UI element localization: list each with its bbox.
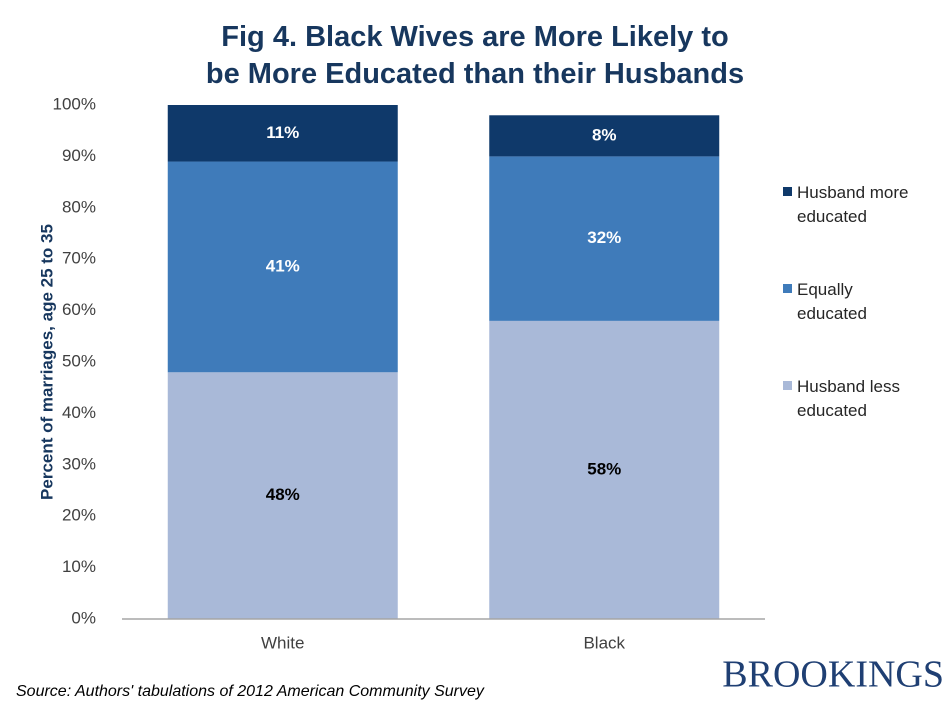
- chart-title: Fig 4. Black Wives are More Likely to be …: [206, 21, 744, 90]
- y-tick-label: 20%: [62, 506, 96, 525]
- legend-swatch: [783, 187, 792, 196]
- y-tick-label: 50%: [62, 351, 96, 370]
- data-label: 8%: [592, 125, 617, 144]
- y-tick-label: 100%: [53, 94, 96, 113]
- data-label: 41%: [266, 256, 300, 275]
- legend-label: Husband less educated: [797, 377, 901, 420]
- source-note: Source: Authors' tabulations of 2012 Ame…: [16, 683, 485, 700]
- logo: BROOKINGS: [722, 654, 944, 696]
- bar-segment: [489, 320, 720, 619]
- y-tick-label: 0%: [71, 608, 96, 627]
- legend-label: Husband more educated: [797, 183, 909, 226]
- y-tick-label: 80%: [62, 197, 96, 216]
- y-axis-label: Percent of marriages, age 25 to 35: [37, 224, 56, 500]
- x-tick-label: White: [261, 633, 304, 652]
- y-tick-label: 10%: [62, 557, 96, 576]
- legend-swatch: [783, 284, 792, 293]
- bar-segment: [489, 115, 720, 157]
- bar-segment: [489, 156, 720, 321]
- bar-segment: [167, 105, 398, 162]
- data-label: 32%: [587, 228, 621, 247]
- y-tick-label: 90%: [62, 146, 96, 165]
- legend-label: Equally educated: [797, 280, 867, 323]
- x-tick-label: Black: [583, 633, 625, 652]
- y-tick-label: 70%: [62, 249, 96, 268]
- y-tick-label: 60%: [62, 300, 96, 319]
- data-label: 48%: [266, 485, 300, 504]
- data-label: 11%: [266, 123, 299, 142]
- data-label: 58%: [587, 459, 621, 478]
- bar-segment: [167, 372, 398, 619]
- y-tick-label: 40%: [62, 403, 96, 422]
- y-tick-label: 30%: [62, 454, 96, 473]
- legend-swatch: [783, 381, 792, 390]
- bar-segment: [167, 161, 398, 373]
